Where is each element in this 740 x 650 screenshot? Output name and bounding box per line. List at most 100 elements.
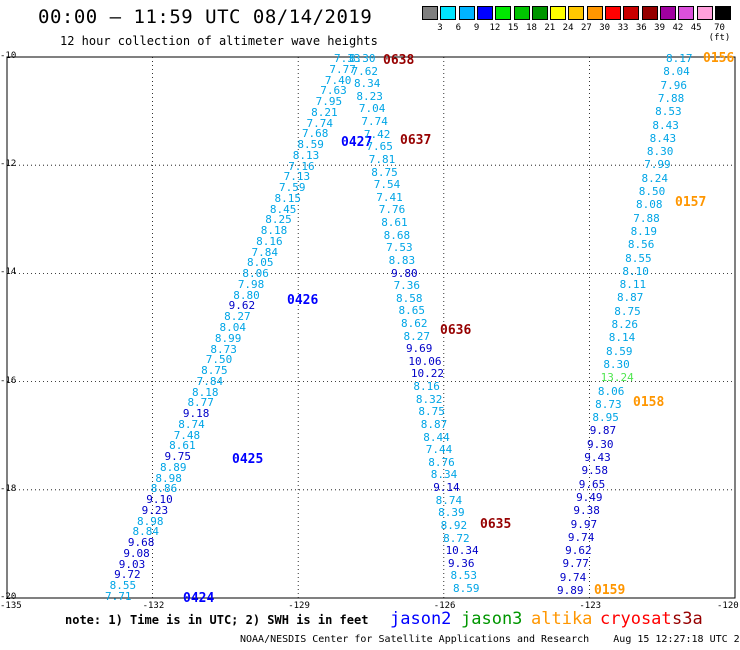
wave-height-value: 8.27	[403, 329, 430, 343]
scale-swatch	[531, 6, 548, 20]
pass-label: 0635	[480, 517, 512, 532]
wave-height-value: 7.62	[351, 64, 378, 78]
wave-height-value: 8.89	[159, 460, 187, 474]
wave-height-value: 8.80	[233, 288, 260, 302]
longitude-label: -135	[0, 601, 22, 611]
wave-height-value: 8.77	[187, 396, 214, 410]
wave-height-value: 9.72	[114, 568, 141, 582]
wave-height-value: 9.18	[182, 407, 210, 421]
wave-height-value: 10.06	[408, 354, 442, 368]
longitude-label: -120	[717, 601, 739, 611]
wave-height-value: 8.98	[155, 471, 182, 485]
wave-height-value: 7.88	[633, 211, 660, 225]
wave-height-value: 8.95	[592, 411, 619, 425]
scale-label: 12	[489, 23, 501, 33]
wave-height-value: 8.43	[652, 118, 679, 132]
scale-label: 36	[635, 23, 647, 33]
latitude-label: -12	[0, 159, 17, 170]
scale-label: 39	[654, 23, 666, 33]
scale-swatch	[422, 6, 438, 20]
wave-height-value: 8.65	[398, 304, 426, 318]
scale-swatch	[696, 6, 713, 20]
wave-height-value: 8.05	[246, 256, 274, 270]
map-grid	[6, 56, 736, 599]
latitude-label: -14	[0, 267, 17, 278]
wave-height-value: 8.10	[622, 264, 649, 278]
scale-swatch	[440, 6, 457, 20]
wave-height-value: 8.30	[646, 145, 674, 159]
wave-height-value: 8.44	[423, 430, 450, 444]
wave-height-value: 8.18	[260, 224, 288, 238]
wave-height-value: 8.83	[388, 253, 416, 267]
wave-height-value: 8.39	[438, 506, 465, 520]
wave-height-value: 8.18	[192, 385, 219, 399]
wave-height-value: 7.44	[425, 443, 453, 457]
wave-height-value: 9.62	[228, 299, 256, 313]
wave-height-value: 8.62	[401, 317, 428, 330]
scale-swatch	[568, 6, 585, 20]
wave-height-value: 8.43	[649, 131, 677, 145]
wave-height-value: 8.61	[169, 439, 196, 453]
pass-label: 0636	[440, 323, 472, 338]
wave-height-value: 9.30	[586, 437, 614, 451]
scale-swatch	[495, 6, 512, 20]
wave-height-value: 8.55	[625, 251, 652, 265]
wave-height-value: 9.74	[567, 530, 595, 544]
wave-height-value: 8.27	[224, 310, 251, 324]
wave-height-value: 9.65	[578, 477, 606, 491]
wave-height-value: 7.98	[237, 277, 265, 291]
wave-height-value: 9.10	[146, 493, 173, 507]
wave-height-value: 8.16	[256, 234, 283, 248]
wave-height-value: 8.55	[109, 579, 137, 593]
wave-height-value: 8.76	[428, 455, 455, 469]
wave-height-value: 9.74	[559, 570, 587, 584]
scale-label: 6	[455, 23, 461, 33]
wave-height-value: 8.06	[597, 384, 625, 398]
latitude-label: -10	[0, 51, 17, 61]
footnote: note: 1) Time is in UTC; 2) SWH is in fe…	[65, 613, 369, 627]
wave-height-value: 10.34	[445, 544, 479, 558]
pass-label: 0156	[703, 51, 735, 66]
longitude-label: -123	[579, 601, 602, 611]
wave-height-value: 7.40	[324, 73, 352, 87]
wave-height-value: 8.72	[443, 531, 470, 545]
wave-height-value: 8.04	[219, 321, 247, 334]
scale-label: 18	[526, 23, 537, 33]
wave-height-value: 7.04	[358, 102, 386, 116]
wave-height-value: 8.53	[450, 569, 478, 583]
wave-height-value: 8.61	[381, 216, 408, 230]
wave-height-value: 9.87	[589, 424, 617, 438]
wave-height-value: 8.08	[636, 198, 663, 212]
wave-height-value: 7.88	[657, 91, 685, 105]
wave-height-value: 7.95	[315, 95, 343, 109]
wave-height-value: 8.04	[663, 65, 690, 79]
scale-swatch	[458, 6, 475, 20]
scale-label: 15	[507, 23, 519, 33]
scale-label: 9	[473, 23, 480, 33]
wave-height-value: 7.74	[306, 116, 334, 130]
wave-height-value: 7.96	[660, 78, 688, 92]
scale-swatch	[659, 6, 676, 20]
wave-height-value: 9.14	[433, 481, 460, 495]
wave-height-value: 10.22	[410, 367, 445, 381]
wave-height-value: 7.42	[363, 127, 391, 141]
wave-height-value: 9.62	[565, 544, 592, 558]
wave-height-value: 8.73	[210, 342, 237, 356]
scale-label: 70 (ft)	[708, 23, 731, 43]
pass-label: 0158	[633, 395, 665, 410]
scale-label: 27	[580, 23, 592, 33]
map-title: 00:00 – 11:59 UTC 08/14/2019	[38, 6, 373, 28]
scale-label: 33	[617, 23, 629, 33]
wave-height-value: 8.53	[655, 105, 682, 119]
wave-height-value: 8.86	[150, 482, 178, 496]
pass-label: 0638	[383, 53, 415, 68]
wave-height-value: 8.74	[178, 417, 205, 431]
wave-height-value: 8.68	[383, 228, 411, 242]
wave-height-value: 13.24	[600, 371, 634, 385]
scale-swatch	[623, 6, 640, 20]
wave-height-value: 9.97	[570, 517, 598, 531]
wave-height-value: 8.32	[415, 392, 443, 406]
wave-height-value: 7.59	[279, 181, 306, 195]
longitude-label: -132	[142, 601, 165, 611]
wave-height-value: 9.38	[573, 504, 600, 518]
